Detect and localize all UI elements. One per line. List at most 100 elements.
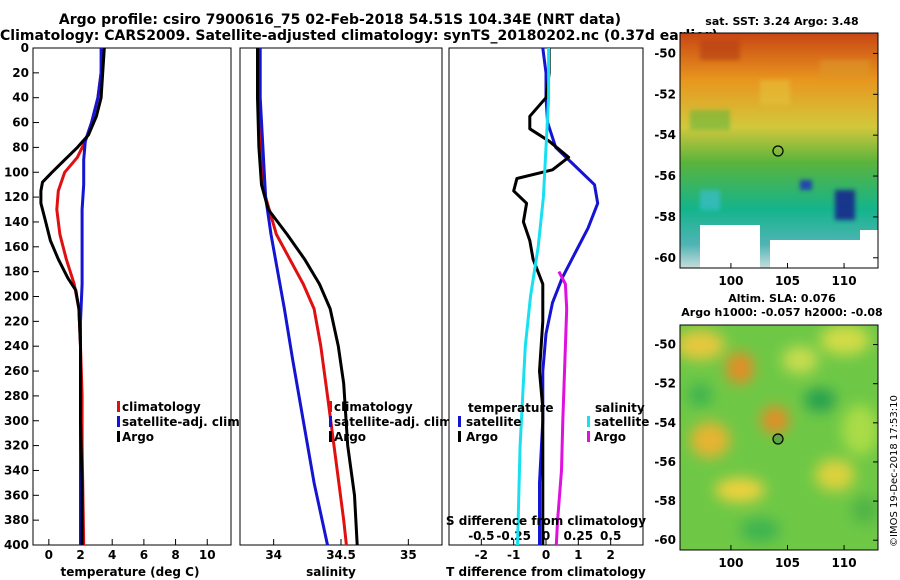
map-y-tick-label: -52 — [654, 377, 676, 391]
x2-tick-label: -0.5 — [468, 529, 494, 543]
imos-timestamp: ©IMOS 19-Dec-2018 17:53:10 — [889, 395, 900, 547]
temperature-legend: climatology satellite-adj. clim. Argo — [117, 400, 244, 444]
depth-tick-label: 140 — [4, 215, 29, 229]
temperature-axes-frame — [32, 47, 232, 546]
depth-tick-label: 40 — [12, 91, 29, 105]
map-y-tick-label: -58 — [654, 210, 676, 224]
legend-t-satellite: satellite — [466, 415, 521, 429]
map-x-tick-label: 105 — [775, 556, 800, 570]
legend-header-temperature: temperature — [468, 401, 553, 415]
map-x-tick-label: 105 — [775, 274, 800, 288]
map-y-tick-label: -56 — [654, 169, 676, 183]
map-x-tick-label: 100 — [718, 556, 743, 570]
difference-panel: -2 -1 0 1 2 -0.5 -0.25 0 0.25 0.5 T difference fr… — [446, 47, 649, 579]
depth-tick-label: 120 — [4, 190, 29, 204]
map-y-tick-label: -58 — [654, 494, 676, 508]
sst-missing-patch — [860, 230, 878, 268]
title-line-1: Argo profile: csiro 7900616_75 02-Feb-20… — [58, 12, 622, 28]
map-y-tick-label: -50 — [654, 338, 676, 352]
x-tick-label: 6 — [140, 548, 148, 562]
legend-swatch-t-argo — [458, 431, 461, 442]
depth-tick-label: 320 — [4, 439, 29, 453]
depth-tick-label: 180 — [4, 265, 29, 279]
sst-missing-patch — [700, 225, 760, 268]
depth-tick-label: 280 — [4, 389, 29, 403]
depth-tick-label: 340 — [4, 463, 29, 477]
map-y-tick-label: -50 — [654, 46, 676, 60]
x-tick-label: -1 — [507, 548, 520, 562]
map-y-tick-label: -54 — [654, 128, 676, 142]
depth-tick-label: 220 — [4, 314, 29, 328]
series-line-satellite-adj-clim- — [258, 48, 329, 546]
depth-tick-label: 400 — [4, 538, 29, 552]
sst-texture — [690, 40, 870, 220]
legend-swatch-t-satellite — [458, 416, 461, 427]
series-line-argo — [256, 48, 359, 546]
argo-position-marker — [772, 145, 784, 157]
legend-header-salinity: salinity — [595, 401, 645, 415]
depth-tick-label: 0 — [21, 41, 29, 55]
depth-tick-label: 20 — [12, 66, 29, 80]
x2-tick-label: 0.25 — [564, 529, 594, 543]
x-tick-label: 35 — [400, 548, 417, 562]
x-tick-label: 4 — [108, 548, 116, 562]
salinity-legend: climatology satellite-adj. clim. Argo — [329, 400, 456, 444]
temperature-lines — [39, 47, 106, 546]
legend-swatch-argo — [329, 431, 332, 442]
legend-climatology: climatology — [334, 400, 413, 414]
series-line-salinity-satellite — [516, 48, 551, 546]
series-line-temperature-argo — [512, 48, 571, 545]
sst-map: 100 105 110 -50 -52 -54 -56 -58 -60 — [654, 32, 879, 288]
difference-lines — [512, 47, 600, 546]
x-tick-label: 2 — [606, 548, 614, 562]
salinity-xticks: 34 34.5 35 — [265, 539, 417, 562]
depth-tick-label: 260 — [4, 364, 29, 378]
sla-texture — [680, 325, 878, 542]
sst-missing-patch — [770, 240, 860, 268]
x-tick-label: 1 — [574, 548, 582, 562]
legend-swatch-climatology — [329, 401, 332, 412]
map-y-tick-label: -60 — [654, 533, 676, 547]
map-x-tick-label: 110 — [832, 556, 857, 570]
legend-swatch-climatology — [117, 401, 120, 412]
legend-swatch-argo — [117, 431, 120, 442]
legend-argo: Argo — [122, 430, 154, 444]
salinity-lines — [256, 48, 359, 546]
x-tick-label: 0 — [45, 548, 53, 562]
sla-map: 100 105 110 -50 -52 -54 -56 -58 -60 — [654, 324, 879, 570]
depth-axis-labels: 0 20 40 60 80 100 120 140 160 180 200 220 240 260 280 3… — [4, 41, 454, 552]
depth-tick-label: 380 — [4, 513, 29, 527]
depth-tick-label: 60 — [12, 116, 29, 130]
map-x-tick-label: 110 — [832, 274, 857, 288]
x-tick-label: 34.5 — [326, 548, 356, 562]
x-tick-label: 8 — [171, 548, 179, 562]
depth-tick-label: 200 — [4, 290, 29, 304]
map-y-tick-label: -54 — [654, 416, 676, 430]
legend-argo: Argo — [334, 430, 366, 444]
depth-tick-label: 80 — [12, 140, 29, 154]
x2-tick-label: 0 — [542, 529, 550, 543]
x-tick-label: 0 — [542, 548, 550, 562]
salinity-panel: 34 34.5 35 salinity climatology satellite-… — [239, 47, 456, 579]
sst-map-title: sat. SST: 3.24 Argo: 3.48 — [705, 15, 859, 28]
sla-map-title-2: Argo h1000: -0.057 h2000: -0.08 — [681, 306, 883, 319]
legend-t-argo: Argo — [466, 430, 498, 444]
legend-satellite-adj: satellite-adj. clim. — [334, 415, 456, 429]
t-difference-xlabel: T difference from climatology — [446, 565, 646, 579]
x-tick-label: 34 — [265, 548, 282, 562]
temperature-xlabel: temperature (deg C) — [61, 565, 200, 579]
depth-tick-label: 160 — [4, 240, 29, 254]
legend-s-satellite: satellite — [594, 415, 649, 429]
x2-tick-label: 0.5 — [600, 529, 621, 543]
map-y-tick-label: -52 — [654, 87, 676, 101]
depth-tick-label: 360 — [4, 488, 29, 502]
temperature-panel: 0204060801001201401601802002202402602803… — [4, 41, 454, 579]
legend-climatology: climatology — [122, 400, 201, 414]
legend-swatch-satellite — [329, 416, 332, 427]
sst-map-ticks: 100 105 110 -50 -52 -54 -56 -58 -60 — [654, 46, 878, 288]
depth-tick-label: 240 — [4, 339, 29, 353]
legend-swatch-s-argo — [587, 431, 590, 442]
sla-map-title-1: Altim. SLA: 0.076 — [728, 292, 836, 305]
argo-position-marker — [772, 433, 784, 445]
